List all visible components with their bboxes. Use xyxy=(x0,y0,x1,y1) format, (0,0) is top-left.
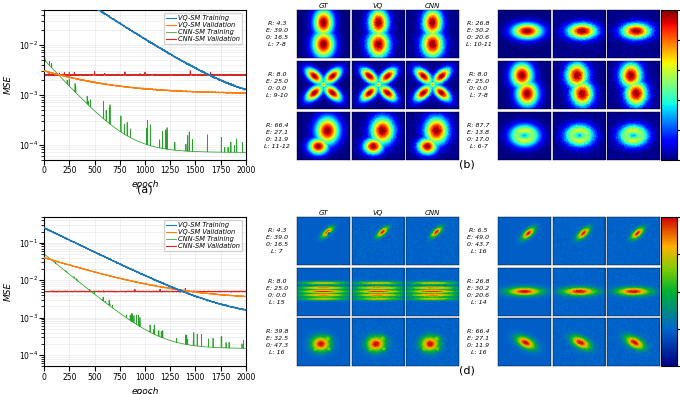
Legend: VQ-SM Training, VQ-SM Validation, CNN-SM Training, CNN-SM Validation: VQ-SM Training, VQ-SM Validation, CNN-SM… xyxy=(164,13,242,44)
Title: CNN: CNN xyxy=(424,210,440,216)
Title: GT: GT xyxy=(319,210,328,216)
Text: (a): (a) xyxy=(137,185,153,195)
Text: R: 66.4
E: 27.1
0: 11.9
L: 11-12: R: 66.4 E: 27.1 0: 11.9 L: 11-12 xyxy=(264,123,290,149)
Text: R: 8.0
E: 25.0
0: 0.0
L: 15: R: 8.0 E: 25.0 0: 0.0 L: 15 xyxy=(266,279,288,305)
Title: GT: GT xyxy=(319,3,328,9)
X-axis label: epoch: epoch xyxy=(131,387,158,394)
Text: R: 87.7
E: 13.8
0: 17.0
L: 6-7: R: 87.7 E: 13.8 0: 17.0 L: 6-7 xyxy=(467,123,490,149)
Text: R: 4.3
E: 39.0
0: 16.5
L: 7: R: 4.3 E: 39.0 0: 16.5 L: 7 xyxy=(266,228,288,254)
Text: (d): (d) xyxy=(460,366,475,376)
Text: R: 6.5
E: 49.0
0: 43.7
L: 16: R: 6.5 E: 49.0 0: 43.7 L: 16 xyxy=(467,228,490,254)
Text: R: 39.8
E: 32.5
0: 47.3
L: 16: R: 39.8 E: 32.5 0: 47.3 L: 16 xyxy=(265,329,288,355)
Text: R: 66.4
E: 27.1
0: 11.9
L: 16: R: 66.4 E: 27.1 0: 11.9 L: 16 xyxy=(467,329,490,355)
X-axis label: epoch: epoch xyxy=(131,180,158,190)
Text: R: 26.8
E: 30.2
0: 20.6
L: 14: R: 26.8 E: 30.2 0: 20.6 L: 14 xyxy=(467,279,490,305)
Y-axis label: MSE: MSE xyxy=(4,75,13,95)
Title: CNN: CNN xyxy=(424,3,440,9)
Title: VQ: VQ xyxy=(373,3,383,9)
Y-axis label: MSE: MSE xyxy=(4,282,13,301)
Title: VQ: VQ xyxy=(373,210,383,216)
Text: (b): (b) xyxy=(460,159,475,169)
Legend: VQ-SM Training, VQ-SM Validation, CNN-SM Training, CNN-SM Validation: VQ-SM Training, VQ-SM Validation, CNN-SM… xyxy=(164,220,242,251)
Text: R: 4.3
E: 39.0
0: 16.5
L: 7-8: R: 4.3 E: 39.0 0: 16.5 L: 7-8 xyxy=(266,21,288,47)
Text: R: 26.8
E: 30.2
0: 20.6
L: 10-11: R: 26.8 E: 30.2 0: 20.6 L: 10-11 xyxy=(466,21,492,47)
Text: R: 8.0
E: 25.0
0: 0.0
L: 9-10: R: 8.0 E: 25.0 0: 0.0 L: 9-10 xyxy=(266,72,288,98)
Text: (c): (c) xyxy=(137,391,152,394)
Text: R: 8.0
E: 25.0
0: 0.0
L: 7-8: R: 8.0 E: 25.0 0: 0.0 L: 7-8 xyxy=(467,72,490,98)
